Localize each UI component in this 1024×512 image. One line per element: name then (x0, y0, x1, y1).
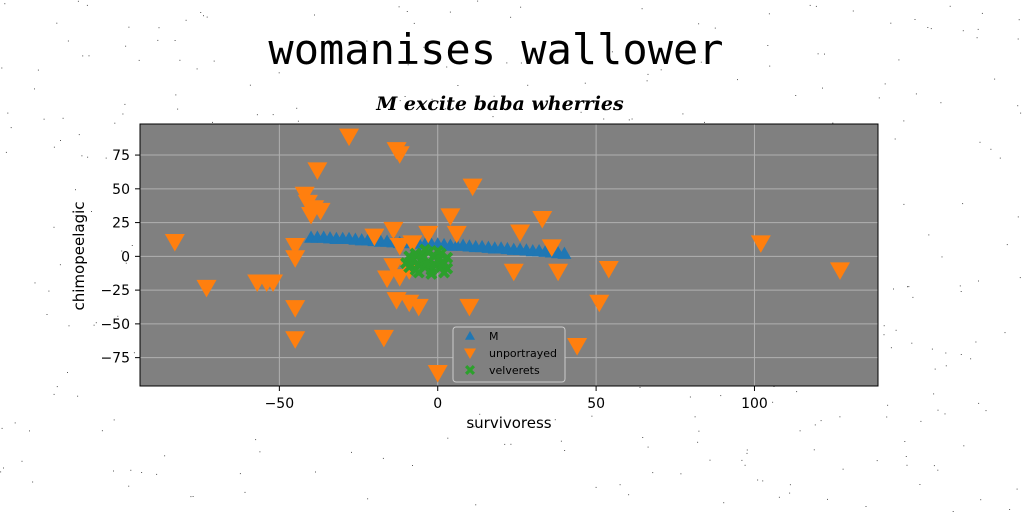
x-tick-label: 0 (433, 396, 442, 412)
x-tick-label: −50 (265, 396, 295, 412)
y-tick-label: −50 (100, 317, 130, 333)
data-point-unportrayed (541, 239, 562, 257)
legend-label-unportrayed: unportrayed (489, 347, 557, 360)
data-point-velverets (441, 251, 454, 264)
legend-marker-unportrayed (464, 348, 476, 359)
data-point-unportrayed (364, 228, 385, 247)
legend-label-m: M (489, 330, 499, 343)
data-point-unportrayed (427, 364, 448, 383)
data-point-unportrayed (383, 258, 404, 276)
data-point-unportrayed (285, 250, 306, 268)
data-point-unportrayed (440, 208, 461, 226)
data-point-unportrayed (510, 224, 531, 243)
data-point-velverets (412, 266, 425, 279)
y-tick-label: 0 (121, 249, 130, 265)
data-point-unportrayed (462, 178, 483, 197)
data-point-unportrayed (389, 238, 410, 256)
data-point-unportrayed (339, 128, 360, 147)
data-point-unportrayed (418, 225, 439, 244)
data-point-velverets (438, 266, 451, 279)
y-tick-label: 50 (112, 182, 130, 198)
data-point-unportrayed (285, 238, 306, 256)
data-point-M (557, 246, 572, 259)
axis-ticks: −50 0 50 100 −75 −50 −25 0 25 50 75 (100, 148, 767, 412)
data-point-unportrayed (598, 261, 619, 279)
data-point-unportrayed (829, 262, 850, 280)
data-point-unportrayed (285, 331, 306, 349)
data-point-unportrayed (307, 162, 328, 180)
data-point-unportrayed (548, 263, 569, 282)
data-point-unportrayed (408, 298, 429, 317)
legend-label-velverets: velverets (489, 364, 540, 377)
data-point-unportrayed (532, 211, 553, 229)
y-tick-label: −25 (100, 283, 130, 299)
data-point-velverets (425, 267, 438, 280)
legend-marker-M (465, 331, 475, 340)
legend-marker-velverets (465, 365, 475, 375)
data-point-velverets (431, 244, 444, 257)
grid (140, 124, 878, 386)
data-point-unportrayed (402, 235, 423, 253)
legend-box (452, 326, 566, 383)
series-layer (164, 128, 850, 383)
x-tick-label: 50 (587, 396, 605, 412)
legend: M unportrayed velverets (452, 326, 566, 383)
data-point-unportrayed (459, 298, 480, 317)
y-axis-label: chimopeelagic (70, 202, 88, 311)
data-point-unportrayed (750, 235, 771, 253)
data-point-velverets (419, 243, 432, 256)
data-point-unportrayed (389, 146, 410, 164)
x-tick-label: 100 (741, 396, 768, 412)
data-point-unportrayed (263, 274, 284, 293)
plot-frame (139, 123, 879, 387)
x-axis-label: survivoress (466, 414, 551, 432)
chart-subtitle: M excite baba wherries (375, 93, 624, 115)
series-velverets-points (400, 243, 454, 280)
data-point-unportrayed (373, 329, 394, 348)
data-point-unportrayed (503, 263, 524, 282)
data-point-unportrayed (285, 300, 306, 318)
y-tick-label: 75 (112, 148, 130, 164)
data-point-unportrayed (164, 233, 185, 252)
chart-title: womanises wallower (268, 25, 723, 74)
data-point-unportrayed (589, 294, 610, 313)
y-tick-label: −75 (100, 351, 130, 367)
data-point-unportrayed (567, 337, 588, 356)
data-point-unportrayed (446, 225, 467, 244)
y-tick-label: 25 (112, 216, 130, 232)
data-point-unportrayed (389, 269, 410, 287)
data-point-unportrayed (301, 206, 322, 225)
data-point-unportrayed (377, 270, 398, 288)
data-point-unportrayed (383, 221, 404, 240)
data-point-unportrayed (196, 279, 217, 298)
